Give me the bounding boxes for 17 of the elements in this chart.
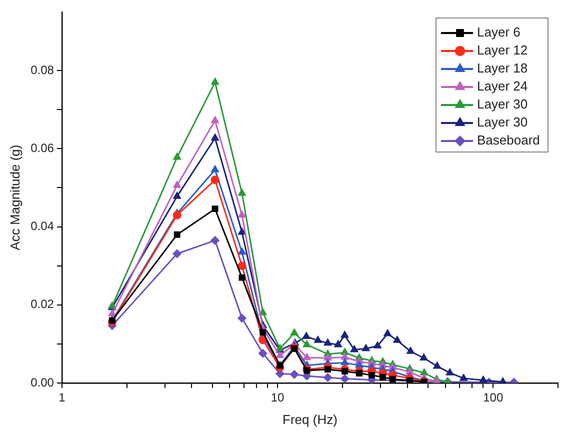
x-tick-label: 1: [58, 390, 66, 405]
legend-label: Layer 6: [477, 24, 520, 40]
y-tick-label: 0.06: [30, 140, 54, 155]
x-tick-label: 10: [270, 390, 285, 405]
y-axis-title: Acc Magnitude (g): [7, 144, 22, 250]
legend-label: Baseboard: [477, 132, 540, 148]
y-tick-label: 0.08: [30, 62, 54, 77]
legend-label: Layer 24: [477, 78, 528, 94]
x-tick-label: 100: [483, 390, 504, 405]
y-tick-label: 0.00: [30, 375, 54, 390]
x-axis-title: Freq (Hz): [282, 412, 338, 427]
legend-label: Layer 30: [477, 96, 528, 112]
legend-label: Layer 12: [477, 42, 528, 58]
y-tick-label: 0.02: [30, 297, 54, 312]
legend-label: Layer 30: [477, 114, 528, 130]
legend-label: Layer 18: [477, 60, 528, 76]
y-tick-label: 0.04: [30, 219, 54, 234]
